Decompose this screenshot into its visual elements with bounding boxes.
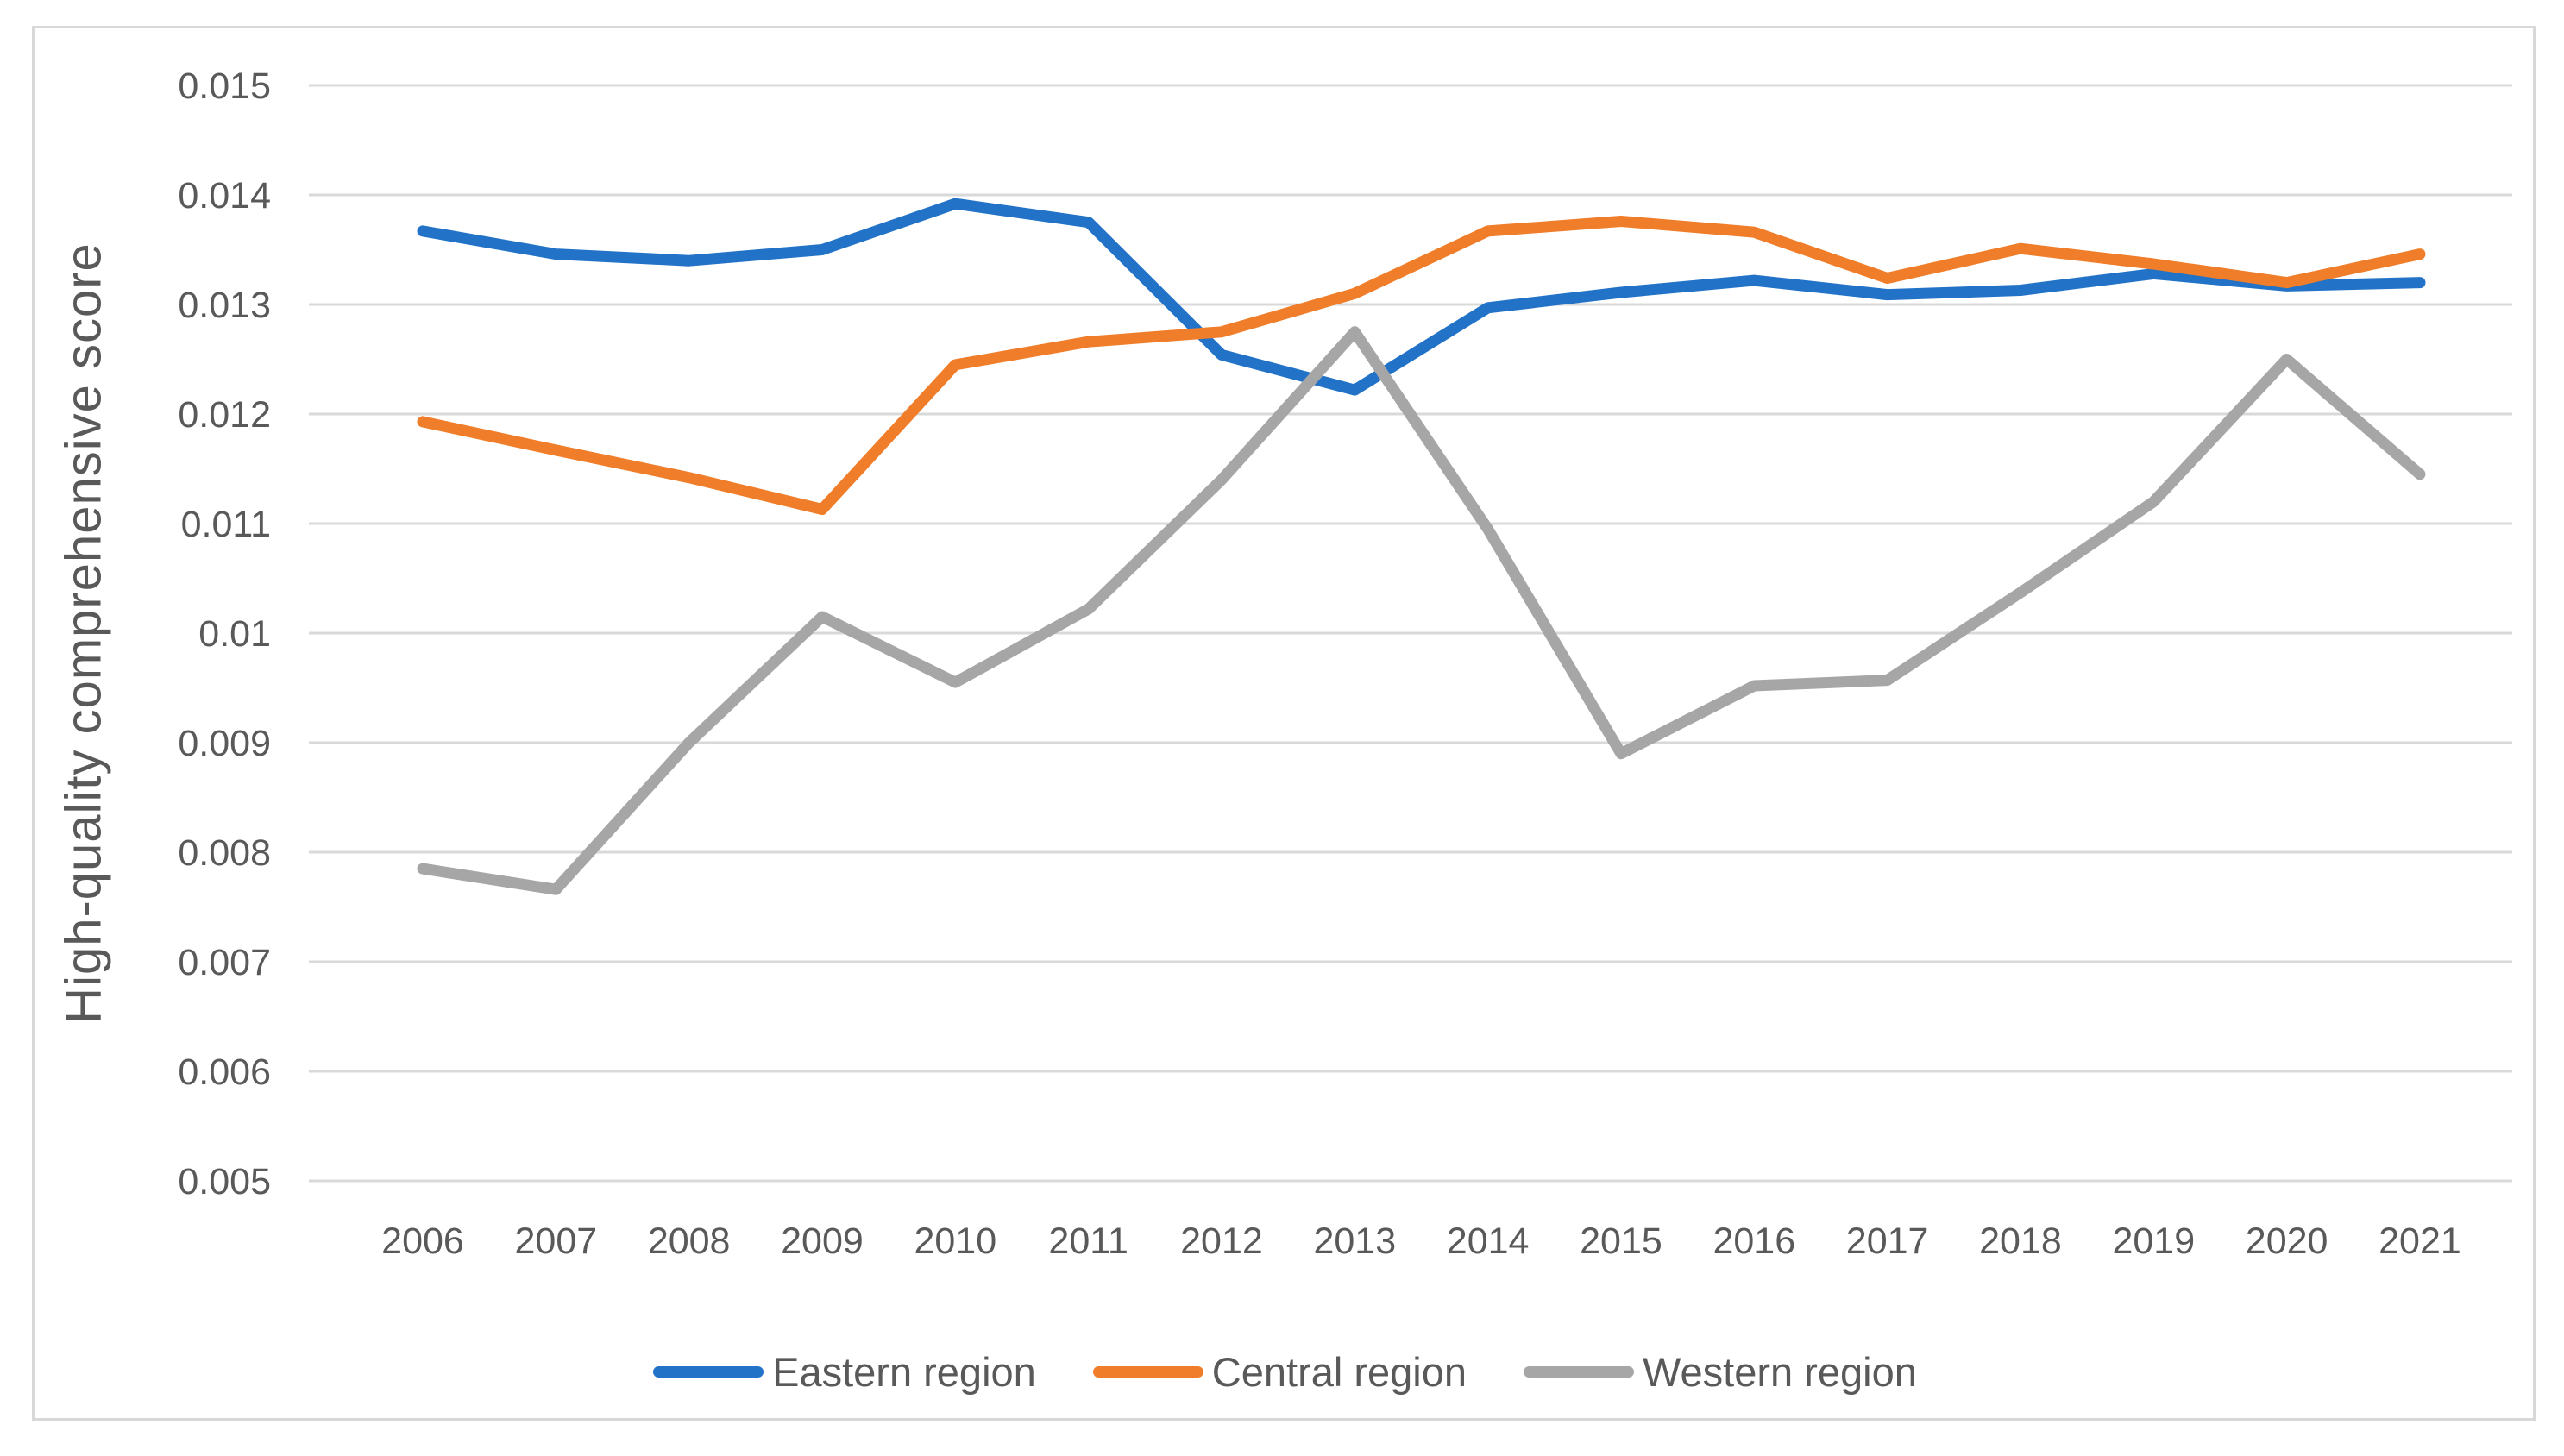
y-tick-label: 0.008 bbox=[178, 832, 271, 874]
gridlines bbox=[309, 84, 2512, 1183]
x-tick-label: 2009 bbox=[781, 1221, 864, 1262]
x-tick-label: 2021 bbox=[2379, 1221, 2461, 1262]
x-tick-label: 2019 bbox=[2112, 1221, 2195, 1262]
y-tick-label: 0.012 bbox=[178, 394, 271, 436]
x-tick-label: 2010 bbox=[914, 1221, 996, 1262]
x-tick-label: 2016 bbox=[1712, 1221, 1795, 1262]
eastern-line-swatch-icon bbox=[653, 1366, 764, 1378]
y-tick-label: 0.007 bbox=[178, 942, 271, 983]
x-tick-label: 2018 bbox=[1979, 1221, 2062, 1262]
x-tick-label: 2007 bbox=[514, 1221, 597, 1262]
y-tick-label: 0.009 bbox=[178, 723, 271, 764]
series-line-central-region bbox=[417, 216, 2426, 515]
legend-item-central: Central region bbox=[1092, 1348, 1467, 1396]
legend-label-eastern: Eastern region bbox=[772, 1349, 1036, 1395]
legend: Eastern region Central region Western re… bbox=[35, 1348, 2536, 1396]
x-tick-label: 2006 bbox=[381, 1221, 464, 1262]
y-tick-label: 0.011 bbox=[181, 504, 271, 545]
x-tick-label: 2011 bbox=[1048, 1221, 1128, 1262]
y-tick-label: 0.013 bbox=[178, 285, 271, 326]
x-tick-label: 2012 bbox=[1180, 1221, 1263, 1262]
x-tick-label: 2020 bbox=[2246, 1221, 2328, 1262]
y-tick-label: 0.006 bbox=[178, 1051, 271, 1093]
y-tick-label: 0.005 bbox=[178, 1161, 271, 1202]
series-line-western-region bbox=[417, 326, 2426, 895]
legend-label-central: Central region bbox=[1211, 1349, 1467, 1395]
x-tick-label: 2014 bbox=[1447, 1221, 1530, 1262]
y-tick-label: 0.014 bbox=[178, 175, 271, 217]
legend-label-western: Western region bbox=[1643, 1349, 1917, 1395]
legend-item-eastern: Eastern region bbox=[653, 1348, 1036, 1396]
y-tick-label: 0.015 bbox=[178, 66, 271, 107]
x-tick-label: 2013 bbox=[1313, 1221, 1396, 1262]
y-tick-labels: 0.015 0.014 0.013 0.012 0.011 0.01 0.009 0.008 0… bbox=[178, 66, 271, 1202]
x-tick-labels: 2006 2007 2008 2009 2010 2011 2012 2013 2014 2015… bbox=[381, 1221, 2461, 1262]
legend-item-western: Western region bbox=[1524, 1348, 1917, 1396]
y-tick-label: 0.01 bbox=[198, 613, 271, 655]
x-tick-label: 2008 bbox=[648, 1221, 731, 1262]
central-line-swatch-icon bbox=[1092, 1366, 1203, 1378]
series-line-eastern-region bbox=[417, 198, 2426, 396]
x-tick-label: 2015 bbox=[1580, 1221, 1662, 1262]
western-line-swatch-icon bbox=[1524, 1366, 1635, 1378]
x-tick-label: 2017 bbox=[1846, 1221, 1929, 1262]
y-axis-title: High-quality comprehensive score bbox=[55, 242, 112, 1024]
